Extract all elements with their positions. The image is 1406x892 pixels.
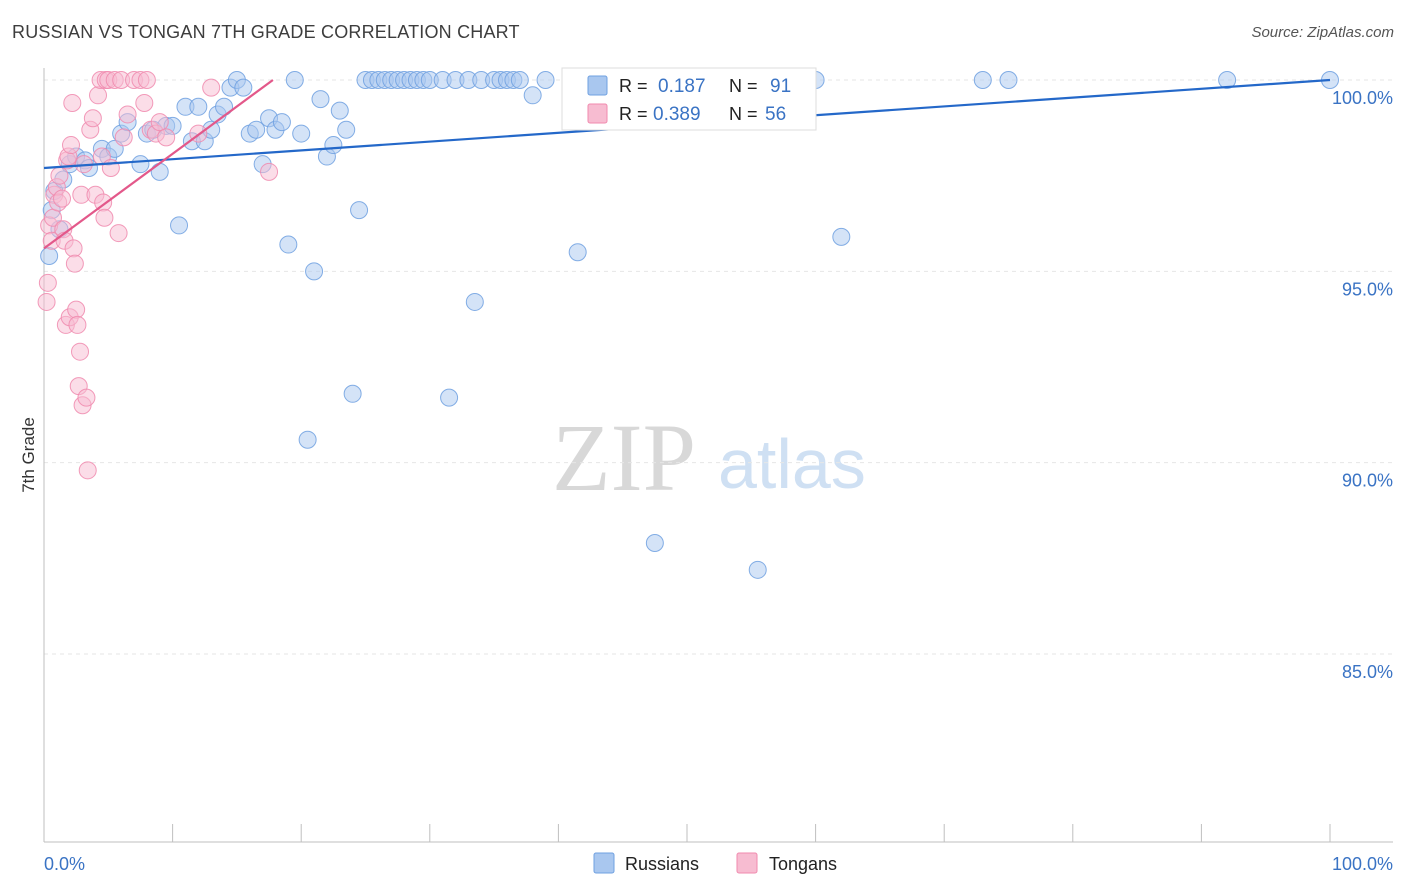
russians-r-label: R = bbox=[619, 76, 648, 96]
tongans-point bbox=[37, 292, 56, 311]
tongans-point bbox=[89, 86, 108, 105]
russians-point bbox=[311, 90, 330, 109]
russians-point bbox=[170, 216, 189, 235]
tongans-point bbox=[68, 315, 87, 334]
tongans-point bbox=[53, 189, 72, 208]
grid bbox=[44, 79, 1393, 655]
chart-title: RUSSIAN VS TONGAN 7TH GRADE CORRELATION … bbox=[12, 22, 520, 42]
russians-point bbox=[305, 262, 324, 281]
tongans-point bbox=[114, 128, 133, 147]
russians-point bbox=[337, 120, 356, 139]
russians-point bbox=[536, 71, 555, 89]
russians-point bbox=[285, 71, 304, 89]
tongans-point bbox=[202, 78, 221, 97]
russians-point bbox=[999, 71, 1018, 89]
y-axis-label: 7th Grade bbox=[19, 417, 38, 493]
tongans-point bbox=[118, 105, 137, 124]
tongans-point bbox=[63, 93, 82, 112]
russians-point bbox=[272, 113, 291, 132]
tongans-legend-swatch bbox=[587, 103, 608, 124]
russians-point bbox=[510, 71, 529, 89]
tongans-series-swatch bbox=[736, 852, 758, 874]
y-tick-labels: 100.0% 95.0% 90.0% 85.0% bbox=[1332, 88, 1393, 682]
russians-series-swatch bbox=[593, 852, 615, 874]
tongans-n-value: 56 bbox=[765, 104, 786, 125]
russians-point bbox=[465, 292, 484, 311]
tongans-series-label: Tongans bbox=[769, 854, 837, 874]
y-tick-label: 90.0% bbox=[1342, 471, 1393, 491]
russians-r-value: 0.187 bbox=[658, 76, 706, 97]
tongans-point bbox=[95, 208, 114, 227]
series-legend: Russians Tongans bbox=[593, 852, 837, 874]
russians-point bbox=[568, 243, 587, 262]
russians-point bbox=[324, 136, 343, 155]
russians-point bbox=[1218, 71, 1237, 89]
russians-legend-swatch bbox=[587, 75, 608, 96]
tongans-point bbox=[38, 273, 57, 292]
tongans-trend-line bbox=[43, 79, 274, 250]
russians-point bbox=[350, 201, 369, 220]
y-tick-label: 85.0% bbox=[1342, 662, 1393, 682]
russians-point bbox=[330, 101, 349, 120]
russians-point bbox=[131, 155, 150, 174]
tongans-point bbox=[137, 71, 156, 89]
tongans-point bbox=[71, 342, 90, 361]
stats-legend: R = 0.187 N = 91 R = 0.389 N = 56 bbox=[561, 67, 817, 131]
russians-point bbox=[292, 124, 311, 143]
tongans-point bbox=[50, 166, 69, 185]
source-label: Source: ZipAtlas.com bbox=[1251, 24, 1394, 41]
russians-point bbox=[189, 97, 208, 116]
russians-point bbox=[298, 430, 317, 449]
russians-point bbox=[973, 71, 992, 89]
y-tick-label: 95.0% bbox=[1342, 279, 1393, 299]
russians-point bbox=[247, 120, 266, 139]
tongans-point bbox=[65, 254, 84, 273]
russians-point bbox=[832, 227, 851, 246]
tongans-r-value: 0.389 bbox=[653, 104, 701, 125]
tongans-point bbox=[260, 162, 279, 181]
russians-n-value: 91 bbox=[770, 76, 791, 97]
tongans-point bbox=[77, 388, 96, 407]
x-tick-label-max: 100.0% bbox=[1332, 854, 1393, 874]
x-tick-labels: 0.0% 100.0% bbox=[44, 854, 1393, 874]
watermark: ZIP atlas bbox=[552, 404, 866, 511]
tongans-point bbox=[67, 300, 86, 319]
russians-point bbox=[279, 235, 298, 254]
tongans-point bbox=[109, 224, 128, 243]
russians-point bbox=[343, 384, 362, 403]
watermark-atlas: atlas bbox=[718, 425, 866, 503]
russians-point bbox=[40, 247, 59, 266]
russians-point bbox=[523, 86, 542, 105]
tongans-r-label: R = bbox=[619, 104, 648, 124]
tongans-point bbox=[78, 461, 97, 480]
tongans-point bbox=[157, 128, 176, 147]
axes bbox=[43, 68, 1393, 843]
x-tick-label-min: 0.0% bbox=[44, 854, 85, 874]
russians-point bbox=[440, 388, 459, 407]
y-tick-label: 100.0% bbox=[1332, 88, 1393, 108]
russians-point bbox=[234, 78, 253, 97]
tongans-point bbox=[135, 93, 154, 112]
russians-n-label: N = bbox=[729, 76, 758, 96]
tongans-point bbox=[83, 109, 102, 128]
tongans-point bbox=[64, 239, 83, 258]
russians-point bbox=[748, 560, 767, 579]
watermark-zip: ZIP bbox=[552, 404, 696, 511]
tongans-n-label: N = bbox=[729, 104, 758, 124]
russians-point bbox=[150, 162, 169, 181]
russians-series-label: Russians bbox=[625, 854, 699, 874]
tongans-point bbox=[150, 113, 169, 132]
russians-point bbox=[645, 534, 664, 553]
tongans-point bbox=[62, 136, 81, 155]
